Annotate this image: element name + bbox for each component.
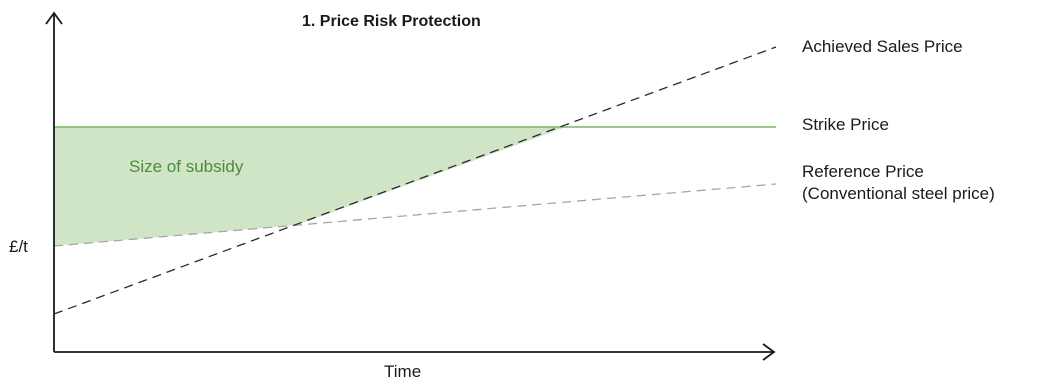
x-axis-label: Time — [384, 362, 422, 381]
diagram-title: 1. Price Risk Protection — [302, 13, 481, 30]
reference-price-line — [53, 183, 777, 247]
subsidy-area — [54, 127, 566, 246]
y-axis-label: £/t — [9, 237, 28, 256]
strike-price-label: Strike Price — [802, 115, 889, 134]
subsidy-label: Size of subsidy — [129, 157, 244, 176]
reference-price-label: Reference Price — [802, 162, 924, 181]
reference-price-sublabel: (Conventional steel price) — [802, 184, 995, 203]
x-axis-arrowhead — [762, 343, 776, 361]
achieved-sales-price-label: Achieved Sales Price — [802, 37, 963, 56]
achieved-sales-price-line — [53, 46, 777, 315]
y-axis-arrowhead — [45, 11, 63, 25]
